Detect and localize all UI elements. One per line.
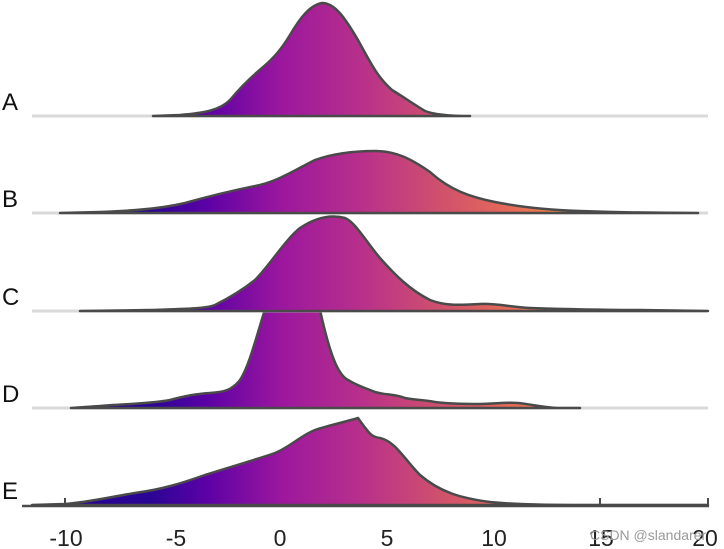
x-tick-label: 5	[381, 525, 394, 549]
density-d	[69, 256, 582, 410]
ridge-c	[32, 215, 710, 313]
density-e	[30, 416, 710, 507]
x-tick-label: 15	[588, 525, 614, 549]
x-tick-label: 0	[274, 525, 287, 549]
ridge-b	[32, 149, 708, 215]
ridge-a	[32, 1, 708, 118]
label-a: A	[2, 89, 18, 116]
label-d: D	[2, 381, 19, 408]
watermark: CSDN @slandarer	[590, 527, 706, 543]
ridge-d	[32, 256, 708, 410]
x-axis: -10 -5 0 5 10 15 20	[22, 498, 718, 549]
density-a	[151, 1, 472, 118]
label-b: B	[2, 186, 18, 213]
label-e: E	[2, 478, 18, 505]
density-c	[78, 215, 710, 313]
x-tick-label: 20	[692, 525, 718, 549]
x-tick-label: -10	[49, 525, 82, 549]
density-b	[58, 149, 700, 215]
label-c: C	[2, 284, 19, 311]
x-tick-label: 10	[481, 525, 507, 549]
x-tick-label: -5	[166, 525, 186, 549]
ridge-e	[30, 416, 710, 507]
